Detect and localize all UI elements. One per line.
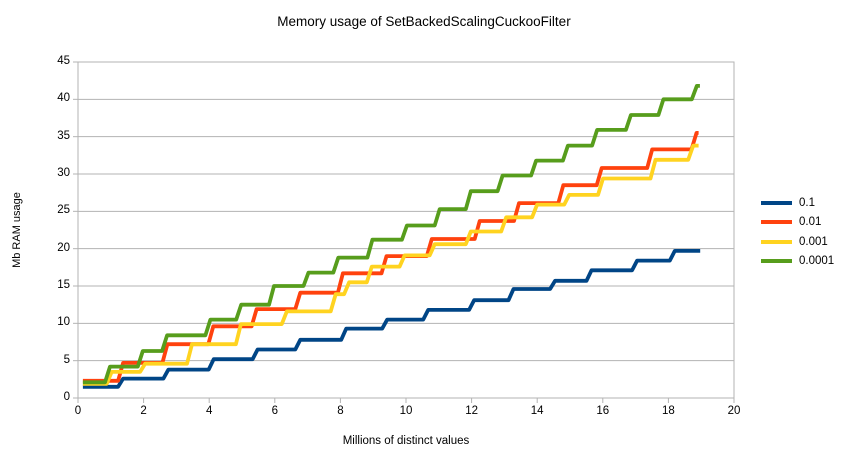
x-tick-label: 8: [337, 405, 344, 417]
x-tick-label: 16: [596, 405, 610, 417]
x-tick-label: 18: [661, 405, 675, 417]
legend-item: 0.1: [761, 193, 834, 213]
x-tick-label: 10: [399, 405, 413, 417]
legend-swatch-icon: [761, 239, 792, 244]
x-tick-label: 4: [205, 405, 213, 417]
y-tick-label: 25: [57, 204, 70, 217]
series-line-0.1: [82, 249, 701, 389]
legend: 0.1 0.01 0.001 0.0001: [761, 193, 834, 271]
y-axis-title: Mb RAM usage: [11, 192, 23, 268]
plot-border: [77, 61, 735, 399]
legend-item: 0.01: [761, 213, 834, 233]
x-tick-label: 0: [74, 405, 82, 417]
x-axis-title: Millions of distinct values: [342, 435, 470, 447]
x-tick-label: 2: [140, 405, 147, 417]
x-tick-label: 14: [530, 405, 544, 417]
legend-swatch-icon: [761, 200, 792, 205]
y-tick-label: 15: [57, 279, 70, 291]
series-line-0.01: [82, 131, 699, 383]
legend-swatch-icon: [761, 220, 792, 225]
y-tick-label: 0: [63, 391, 70, 403]
x-tick-label: 6: [271, 405, 278, 417]
legend-label: 0.001: [799, 235, 828, 248]
x-tick-label: 12: [465, 405, 478, 417]
legend-label: 0.01: [799, 216, 822, 229]
legend-label: 0.1: [799, 196, 815, 209]
y-tick-label: 10: [57, 316, 70, 329]
x-tick-label: 20: [727, 405, 741, 417]
series-line-0.0001: [82, 84, 700, 385]
y-tick-label: 40: [57, 92, 70, 105]
legend-label: 0.0001: [799, 255, 835, 268]
y-tick-label: 20: [57, 241, 70, 254]
y-tick-label: 30: [57, 167, 70, 179]
legend-item: 0.0001: [761, 252, 834, 272]
chart-title: Memory usage of SetBackedScalingCuckooFi…: [277, 14, 571, 29]
series-line-0.001: [82, 143, 699, 386]
y-tick-label: 35: [57, 129, 70, 142]
y-tick-label: 5: [63, 353, 70, 366]
y-tick-label: 45: [57, 55, 70, 67]
legend-item: 0.001: [761, 232, 834, 252]
legend-swatch-icon: [761, 259, 792, 264]
